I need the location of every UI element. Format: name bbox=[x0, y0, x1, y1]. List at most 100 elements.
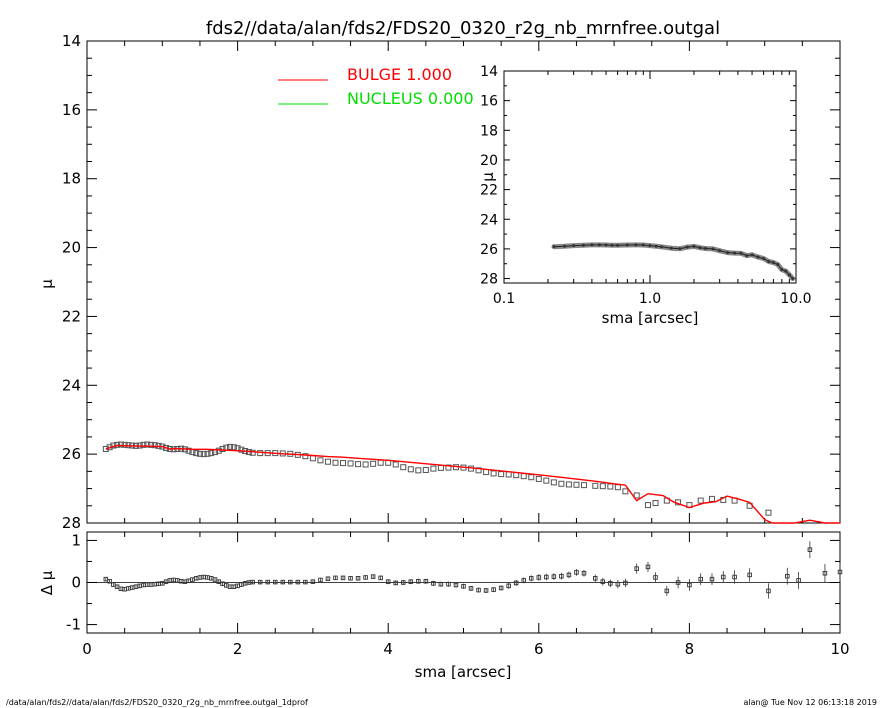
main-y-tick-label: 24 bbox=[62, 376, 81, 394]
inset-y-tick-label: 16 bbox=[480, 94, 498, 110]
inset-y-tick-label: 24 bbox=[480, 212, 498, 228]
inset-data-point bbox=[780, 268, 784, 272]
main-data-point bbox=[208, 450, 215, 457]
residual-data-point bbox=[288, 579, 293, 585]
main-data-point bbox=[422, 466, 429, 473]
residual-data-point bbox=[378, 575, 383, 581]
main-data-point bbox=[437, 464, 444, 471]
residual-data-point bbox=[401, 580, 406, 585]
main-data-point bbox=[400, 464, 407, 471]
residual-data-point bbox=[333, 575, 338, 581]
residual-data-point bbox=[476, 587, 481, 593]
main-data-point bbox=[204, 450, 211, 457]
main-y-axis-label: μ bbox=[38, 279, 56, 289]
inset-data-point bbox=[726, 251, 730, 255]
inset-data-point bbox=[745, 254, 749, 258]
main-data-point bbox=[185, 447, 192, 454]
inset-data-point bbox=[762, 257, 766, 261]
residual-y-tick-label: 0 bbox=[71, 574, 81, 592]
residual-y-tick-label: 1 bbox=[71, 531, 81, 549]
inset-y-tick-label: 18 bbox=[480, 123, 498, 139]
main-data-point bbox=[200, 451, 207, 458]
main-data-point bbox=[302, 453, 309, 460]
residual-x-tick-label: 4 bbox=[383, 640, 393, 658]
bulge-model-line bbox=[105, 444, 840, 524]
main-data-point bbox=[121, 441, 128, 448]
residual-data-point bbox=[280, 579, 286, 585]
inset-data-point bbox=[711, 247, 715, 251]
residual-x-axis-label: sma [arcsec] bbox=[415, 663, 512, 681]
main-data-point bbox=[490, 470, 497, 477]
main-data-point bbox=[652, 500, 659, 507]
inset-x-axis-label: sma [arcsec] bbox=[602, 309, 699, 327]
main-data-point bbox=[550, 479, 557, 486]
inset-data-point bbox=[784, 269, 788, 273]
main-data-point bbox=[614, 484, 621, 491]
main-data-point bbox=[340, 460, 347, 467]
inset-data-point bbox=[572, 244, 576, 248]
main-data-point bbox=[219, 445, 226, 452]
main-data-point bbox=[535, 475, 542, 482]
residual-data-point bbox=[581, 570, 587, 576]
residual-x-tick-label: 2 bbox=[233, 640, 243, 658]
inset-data-point bbox=[590, 243, 594, 247]
residual-data-point bbox=[608, 581, 613, 586]
inset-data-point bbox=[771, 261, 775, 265]
chart-title: fds2//data/alan/fds2/FDS20_0320_r2g_nb_m… bbox=[206, 18, 720, 39]
inset-data-point bbox=[669, 246, 673, 250]
residual-y-tick-label: -1 bbox=[66, 616, 81, 634]
main-data-point bbox=[528, 474, 535, 481]
inset-data-point bbox=[616, 243, 620, 247]
main-data-point bbox=[513, 472, 520, 479]
residual-data-point bbox=[423, 578, 429, 584]
residual-data-point bbox=[593, 576, 598, 581]
residual-data-point bbox=[566, 572, 572, 578]
main-data-point bbox=[392, 461, 399, 468]
inset-y-axis-label: μ bbox=[479, 172, 497, 182]
residual-data-point bbox=[318, 577, 323, 583]
residual-data-point bbox=[385, 579, 391, 584]
residual-data-point bbox=[687, 582, 692, 588]
residual-data-point bbox=[250, 579, 255, 585]
inset-data-point bbox=[698, 246, 702, 250]
inset-plot-frame bbox=[503, 70, 797, 284]
main-y-tick-label: 16 bbox=[62, 101, 81, 119]
legend-bulge-label: BULGE 1.000 bbox=[347, 65, 452, 84]
main-data-point bbox=[151, 442, 158, 449]
main-data-point bbox=[697, 497, 704, 504]
residual-data-point bbox=[551, 574, 557, 579]
residual-data-point bbox=[348, 576, 353, 581]
inset-data-point bbox=[552, 245, 556, 249]
residual-data-point bbox=[310, 579, 316, 584]
main-data-point bbox=[430, 465, 437, 472]
residual-data-point bbox=[498, 585, 504, 591]
main-data-point bbox=[230, 444, 237, 451]
main-data-point bbox=[505, 471, 512, 478]
main-data-point bbox=[114, 441, 121, 448]
inset-y-tick-label: 14 bbox=[480, 64, 498, 80]
inset-x-tick-label: 10.0 bbox=[780, 291, 811, 307]
inset-data-point bbox=[634, 243, 638, 247]
main-data-point bbox=[708, 495, 715, 502]
inset-y-tick-label: 28 bbox=[480, 272, 498, 288]
inset-data-point bbox=[718, 249, 722, 253]
inset-data-point bbox=[787, 273, 791, 277]
residual-data-point bbox=[416, 578, 421, 584]
main-data-point bbox=[148, 441, 155, 448]
main-data-point bbox=[238, 446, 245, 453]
main-data-point bbox=[317, 457, 324, 464]
inset-data-point bbox=[756, 255, 760, 259]
residual-data-point bbox=[709, 576, 715, 582]
residual-data-point bbox=[431, 581, 436, 586]
main-data-point bbox=[215, 447, 222, 454]
inset-data-point bbox=[776, 262, 780, 266]
main-panel: 14 16 18 20 22 24 26 28 μ bbox=[38, 32, 841, 532]
inset-data-point bbox=[581, 243, 585, 247]
residual-data-point bbox=[257, 579, 263, 585]
residual-data-point bbox=[574, 570, 579, 575]
footer-file-path: /data/alan/fds2//data/alan/fds2/FDS20_03… bbox=[6, 698, 308, 707]
residual-data-point bbox=[807, 547, 813, 552]
residual-data-point bbox=[796, 578, 801, 583]
